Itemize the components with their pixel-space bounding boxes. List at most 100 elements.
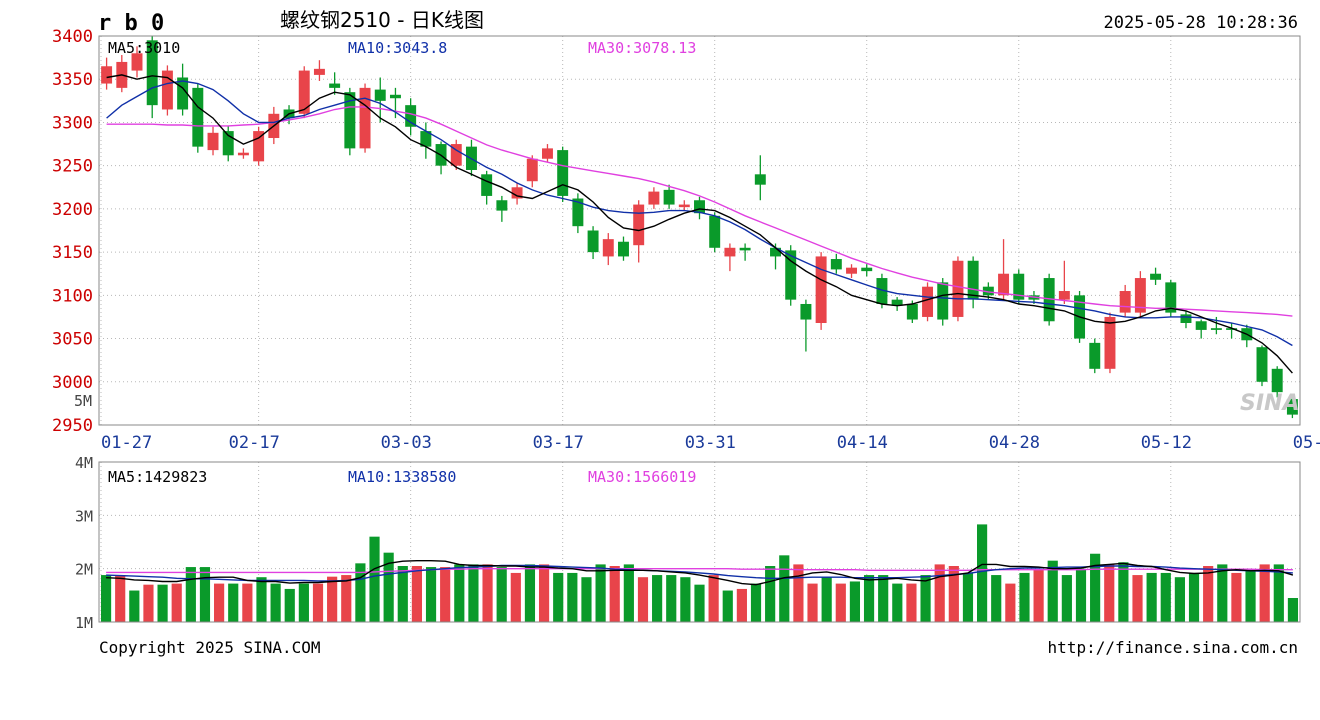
candle-body (405, 105, 417, 127)
candle-body (450, 144, 462, 166)
volume-bar (312, 583, 324, 622)
volume-bar (765, 566, 776, 622)
volume-bar (355, 563, 366, 622)
volume-bar (948, 566, 959, 622)
candle-body (967, 260, 979, 300)
volume-ma-lines (106, 560, 1294, 586)
sina-watermark: SINA (1240, 391, 1299, 416)
volume-bar (327, 576, 338, 622)
candle-body (542, 148, 553, 159)
volume-bar (440, 567, 451, 622)
ma10-line (106, 80, 1293, 347)
volume-bar (1217, 564, 1228, 622)
candle-body (1089, 342, 1101, 369)
volume-bar (383, 552, 394, 622)
copyright-text: Copyright 2025 SINA.COM (99, 638, 321, 657)
date-tick-label: 03-17 (533, 433, 584, 453)
volume-bar (652, 575, 663, 622)
price-tick-label: 3250 (52, 157, 93, 177)
volume-bar (199, 567, 211, 622)
price-tick-label: 3150 (52, 243, 93, 263)
candle-body (1043, 278, 1055, 322)
volume-bar (1259, 564, 1270, 622)
candle-body (648, 191, 660, 205)
price-tick-label: 3400 (52, 27, 93, 47)
candle-body (146, 40, 158, 106)
candle-body (1226, 328, 1238, 330)
volume-bar (779, 555, 790, 622)
date-tick-label: 05-26 (1293, 433, 1320, 453)
volume-bar (694, 584, 705, 622)
candle-body (1180, 314, 1192, 323)
candle-body (937, 282, 949, 320)
volume-panel-frame (98, 461, 1301, 623)
candle-body (754, 174, 766, 185)
candle-body (1165, 282, 1177, 313)
volume-bar (214, 583, 225, 622)
candle-body (1134, 278, 1146, 313)
candle-body (922, 286, 934, 317)
volume-bar (411, 566, 422, 622)
volume-bar (270, 583, 281, 622)
axis-labels: 2950 3000 3050 3100 3150 3200 3250 3300 3350 3400… (52, 27, 1320, 632)
price-panel-frame (98, 35, 1301, 426)
candle-body (222, 131, 234, 156)
volume-scale-label: 5M (74, 392, 92, 410)
volume-bar (1047, 560, 1058, 622)
candle-body (785, 250, 797, 300)
volume-bar (1203, 566, 1214, 622)
volume-bar (482, 564, 493, 622)
candle-body (709, 215, 721, 248)
volume-bar (906, 583, 917, 622)
volume-bar (242, 583, 253, 622)
volume-bar (991, 575, 1002, 622)
candle-body (952, 260, 964, 317)
volume-bar (1160, 572, 1171, 622)
volume-bar (1005, 583, 1016, 622)
volume-tick-label: 2M (75, 561, 93, 579)
candle-body (511, 187, 523, 199)
date-tick-label: 04-14 (837, 433, 888, 453)
volume-bar (115, 575, 126, 622)
volume-bar (1033, 569, 1044, 622)
volume-bar (708, 575, 719, 622)
candle-body (876, 278, 888, 304)
candle-body (329, 83, 341, 88)
volume-bar (581, 577, 592, 622)
volume-bar (878, 575, 889, 622)
volume-bar (1061, 575, 1072, 622)
candle-body (618, 241, 629, 257)
volume-bar (397, 566, 408, 622)
volume-bar (425, 567, 437, 622)
candle-body (177, 77, 189, 110)
candle-body (389, 94, 401, 99)
volume-tick-label: 4M (75, 454, 93, 472)
volume-bar (977, 524, 988, 622)
candle-body (101, 66, 113, 84)
volume-bar (637, 577, 649, 622)
volume-bar (538, 564, 550, 622)
date-tick-label: 05-12 (1141, 433, 1192, 453)
vol-legend-ma5: MA5:1429823 (108, 468, 207, 486)
vol-legend-ma10: MA10:1338580 (348, 468, 456, 486)
volume-bar (100, 575, 112, 622)
volume-bar (920, 575, 931, 622)
vol-legend-ma30: MA30:1566019 (588, 468, 696, 486)
volume-bar (341, 575, 352, 622)
volume-bar (835, 583, 846, 622)
price-tick-label: 3350 (52, 70, 93, 90)
date-tick-label: 03-31 (685, 433, 736, 453)
candle-body (1210, 328, 1222, 330)
ma5-line (106, 74, 1293, 374)
volume-bar (496, 567, 507, 622)
legend-ma30: MA30:3078.13 (588, 39, 696, 57)
candle-body (861, 267, 873, 272)
volume-bar (722, 590, 733, 622)
volume-bar (1132, 575, 1143, 622)
candle-body (496, 200, 508, 211)
candle-body (1271, 368, 1283, 393)
date-tick-label: 03-03 (381, 433, 432, 453)
volume-bar (807, 583, 818, 622)
candle-body (663, 189, 675, 205)
candle-body (1119, 291, 1131, 313)
